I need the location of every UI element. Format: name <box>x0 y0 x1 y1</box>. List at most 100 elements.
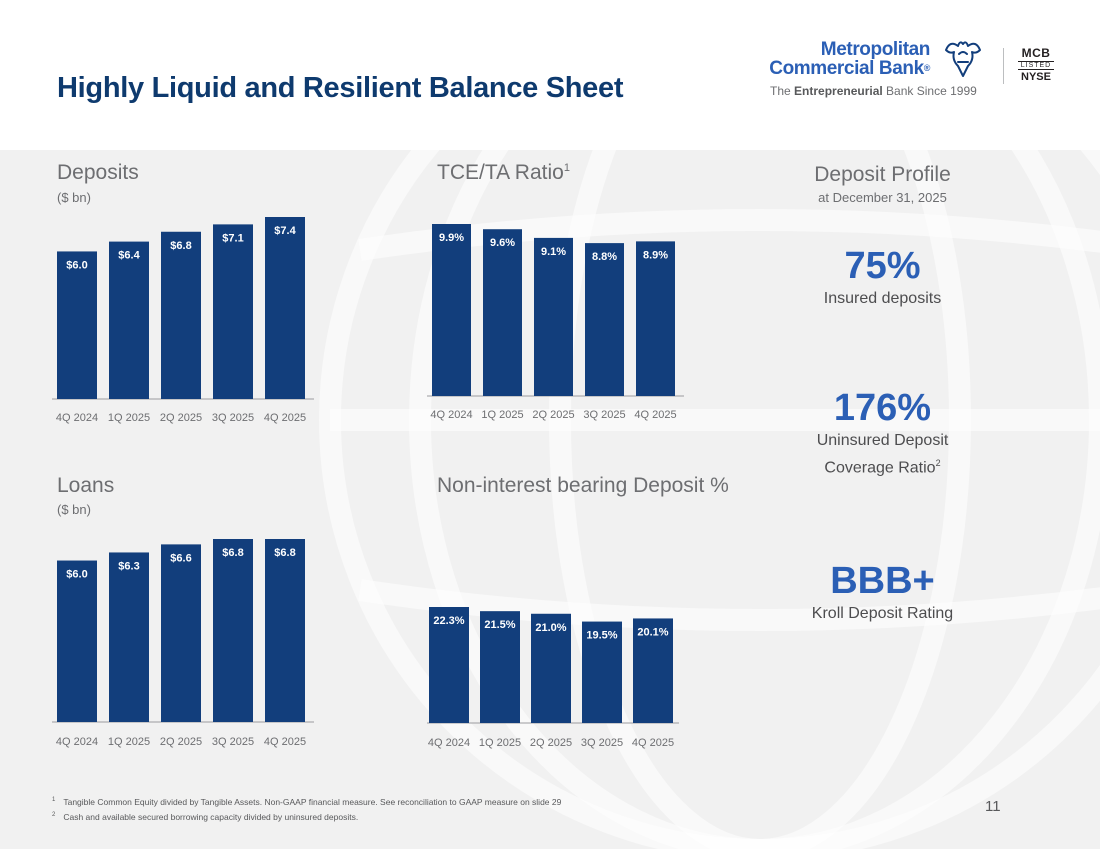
deposits-chart: $6.0 4Q 2024 $6.4 1Q 2025 $6.8 2Q 2025 $7.1 3Q … <box>52 217 314 424</box>
nib-tick-label: 4Q 2025 <box>632 737 674 749</box>
loans-bar <box>213 539 253 722</box>
coverage-value: 176% <box>833 387 932 429</box>
tce-bar <box>636 241 675 396</box>
tce-tick-label: 4Q 2025 <box>634 409 676 421</box>
coverage-label-line2: Coverage Ratio2 <box>824 458 941 477</box>
loans-bar <box>265 539 305 722</box>
rating-label: Kroll Deposit Rating <box>811 605 954 622</box>
eagle-icon <box>945 41 981 77</box>
nib-data-label: 21.0% <box>535 622 566 634</box>
nib-chart: 22.3% 4Q 2024 21.5% 1Q 2025 21.0% 2Q 2025 19.5… <box>427 607 679 749</box>
loans-data-label: $6.3 <box>118 560 139 572</box>
tce-tick-label: 4Q 2024 <box>430 409 472 421</box>
tce-data-label: 8.9% <box>643 249 668 261</box>
nib-data-label: 20.1% <box>637 626 668 638</box>
deposits-tick-label: 3Q 2025 <box>212 412 254 424</box>
deposits-bar <box>161 231 201 399</box>
nib-tick-label: 2Q 2025 <box>530 737 572 749</box>
deposits-data-label: $7.1 <box>222 232 243 244</box>
tce-data-label: 9.9% <box>439 232 464 244</box>
loans-chart: $6.0 4Q 2024 $6.3 1Q 2025 $6.6 2Q 2025 $6.8 3Q … <box>52 539 314 748</box>
loans-tick-label: 4Q 2025 <box>264 736 306 748</box>
deposits-bar <box>109 241 149 399</box>
deposits-title: Deposits <box>57 161 139 184</box>
insured-metric: 75% Insured deposits <box>770 244 995 310</box>
deposits-tick-label: 4Q 2025 <box>264 412 306 424</box>
nib-data-label: 21.5% <box>484 619 515 631</box>
loans-data-label: $6.6 <box>170 552 191 564</box>
tce-data-label: 8.8% <box>592 251 617 263</box>
tce-tick-label: 1Q 2025 <box>481 409 523 421</box>
loans-data-label: $6.0 <box>66 569 87 581</box>
loans-unit: ($ bn) <box>57 502 91 517</box>
tce-bar <box>585 243 624 396</box>
deposits-tick-label: 1Q 2025 <box>108 412 150 424</box>
profile-title: Deposit Profile <box>814 163 951 186</box>
nyse-ticker: MCB <box>1021 46 1051 60</box>
nib-bar <box>429 607 469 723</box>
deposits-data-label: $7.4 <box>274 225 296 237</box>
loans-tick-label: 2Q 2025 <box>160 736 202 748</box>
nyse-exchange: NYSE <box>1021 71 1051 83</box>
footnote-2: 2 Cash and available secured borrowing ca… <box>52 811 359 822</box>
nib-tick-label: 4Q 2024 <box>428 737 470 749</box>
nib-bar <box>531 613 571 723</box>
loans-tick-label: 1Q 2025 <box>108 736 150 748</box>
nib-bar <box>582 621 622 723</box>
bank-logo: Metropolitan Commercial Bank® The Entrep… <box>760 36 1060 106</box>
nib-data-label: 22.3% <box>433 615 464 627</box>
nib-tick-label: 1Q 2025 <box>479 737 521 749</box>
loans-bar <box>57 560 97 722</box>
page-title: Highly Liquid and Resilient Balance Shee… <box>57 72 624 104</box>
loans-tick-label: 3Q 2025 <box>212 736 254 748</box>
deposit-profile-header: Deposit Profile at December 31, 2025 <box>770 161 995 207</box>
tce-bar <box>432 224 471 396</box>
loans-data-label: $6.8 <box>274 547 295 559</box>
logo-divider <box>1003 48 1004 84</box>
tce-tick-label: 3Q 2025 <box>583 409 625 421</box>
tce-bar <box>534 237 573 396</box>
rating-value: BBB+ <box>830 560 935 602</box>
loans-data-label: $6.8 <box>222 547 243 559</box>
footnotes: 1 Tangible Common Equity divided by Tangi… <box>52 794 561 824</box>
tce-data-label: 9.6% <box>490 237 515 249</box>
deposits-data-label: $6.8 <box>170 240 191 252</box>
logo-line1: Metropolitan <box>820 39 931 60</box>
loans-bar <box>109 552 149 722</box>
deposits-tick-label: 4Q 2024 <box>56 412 98 424</box>
loans-tick-label: 4Q 2024 <box>56 736 98 748</box>
deposits-tick-label: 2Q 2025 <box>160 412 202 424</box>
deposits-data-label: $6.0 <box>66 259 87 271</box>
tce-bar <box>483 229 522 396</box>
page-number: 11 <box>985 798 1001 815</box>
insured-label: Insured deposits <box>823 290 942 307</box>
profile-date: at December 31, 2025 <box>818 190 947 205</box>
loans-title: Loans <box>57 474 115 497</box>
nib-data-label: 19.5% <box>586 630 617 642</box>
deposits-data-label: $6.4 <box>118 250 140 262</box>
logo-registered: ® <box>923 63 931 73</box>
coverage-label-line1: Uninsured Deposit <box>816 432 949 449</box>
logo-tagline: The Entrepreneurial Bank Since 1999 <box>770 84 977 98</box>
tce-tick-label: 2Q 2025 <box>532 409 574 421</box>
rating-metric: BBB+ Kroll Deposit Rating <box>770 559 995 625</box>
nyse-listed: LISTED <box>1018 61 1054 70</box>
tce-title: TCE/TA Ratio1 <box>437 161 570 184</box>
deposits-unit: ($ bn) <box>57 190 91 205</box>
logo-wordmark: Metropolitan Commercial Bank® <box>769 40 930 78</box>
deposits-bar <box>265 217 305 399</box>
insured-value: 75% <box>844 245 921 287</box>
loans-bar <box>161 544 201 722</box>
nyse-badge: MCB LISTED NYSE <box>1016 46 1056 83</box>
nib-title: Non-interest bearing Deposit % <box>437 474 729 497</box>
footnote-1: 1 Tangible Common Equity divided by Tangi… <box>52 796 562 807</box>
tce-chart: 9.9% 4Q 2024 9.6% 1Q 2025 9.1% 2Q 2025 8.8% 3Q … <box>427 224 684 421</box>
logo-line2: Commercial Bank <box>769 58 924 79</box>
nib-bar <box>633 618 673 723</box>
nib-bar <box>480 611 520 723</box>
nib-tick-label: 3Q 2025 <box>581 737 623 749</box>
deposits-bar <box>57 251 97 399</box>
coverage-metric: 176% Uninsured Deposit Coverage Ratio2 <box>770 386 995 479</box>
deposits-bar <box>213 224 253 399</box>
tce-data-label: 9.1% <box>541 246 566 258</box>
